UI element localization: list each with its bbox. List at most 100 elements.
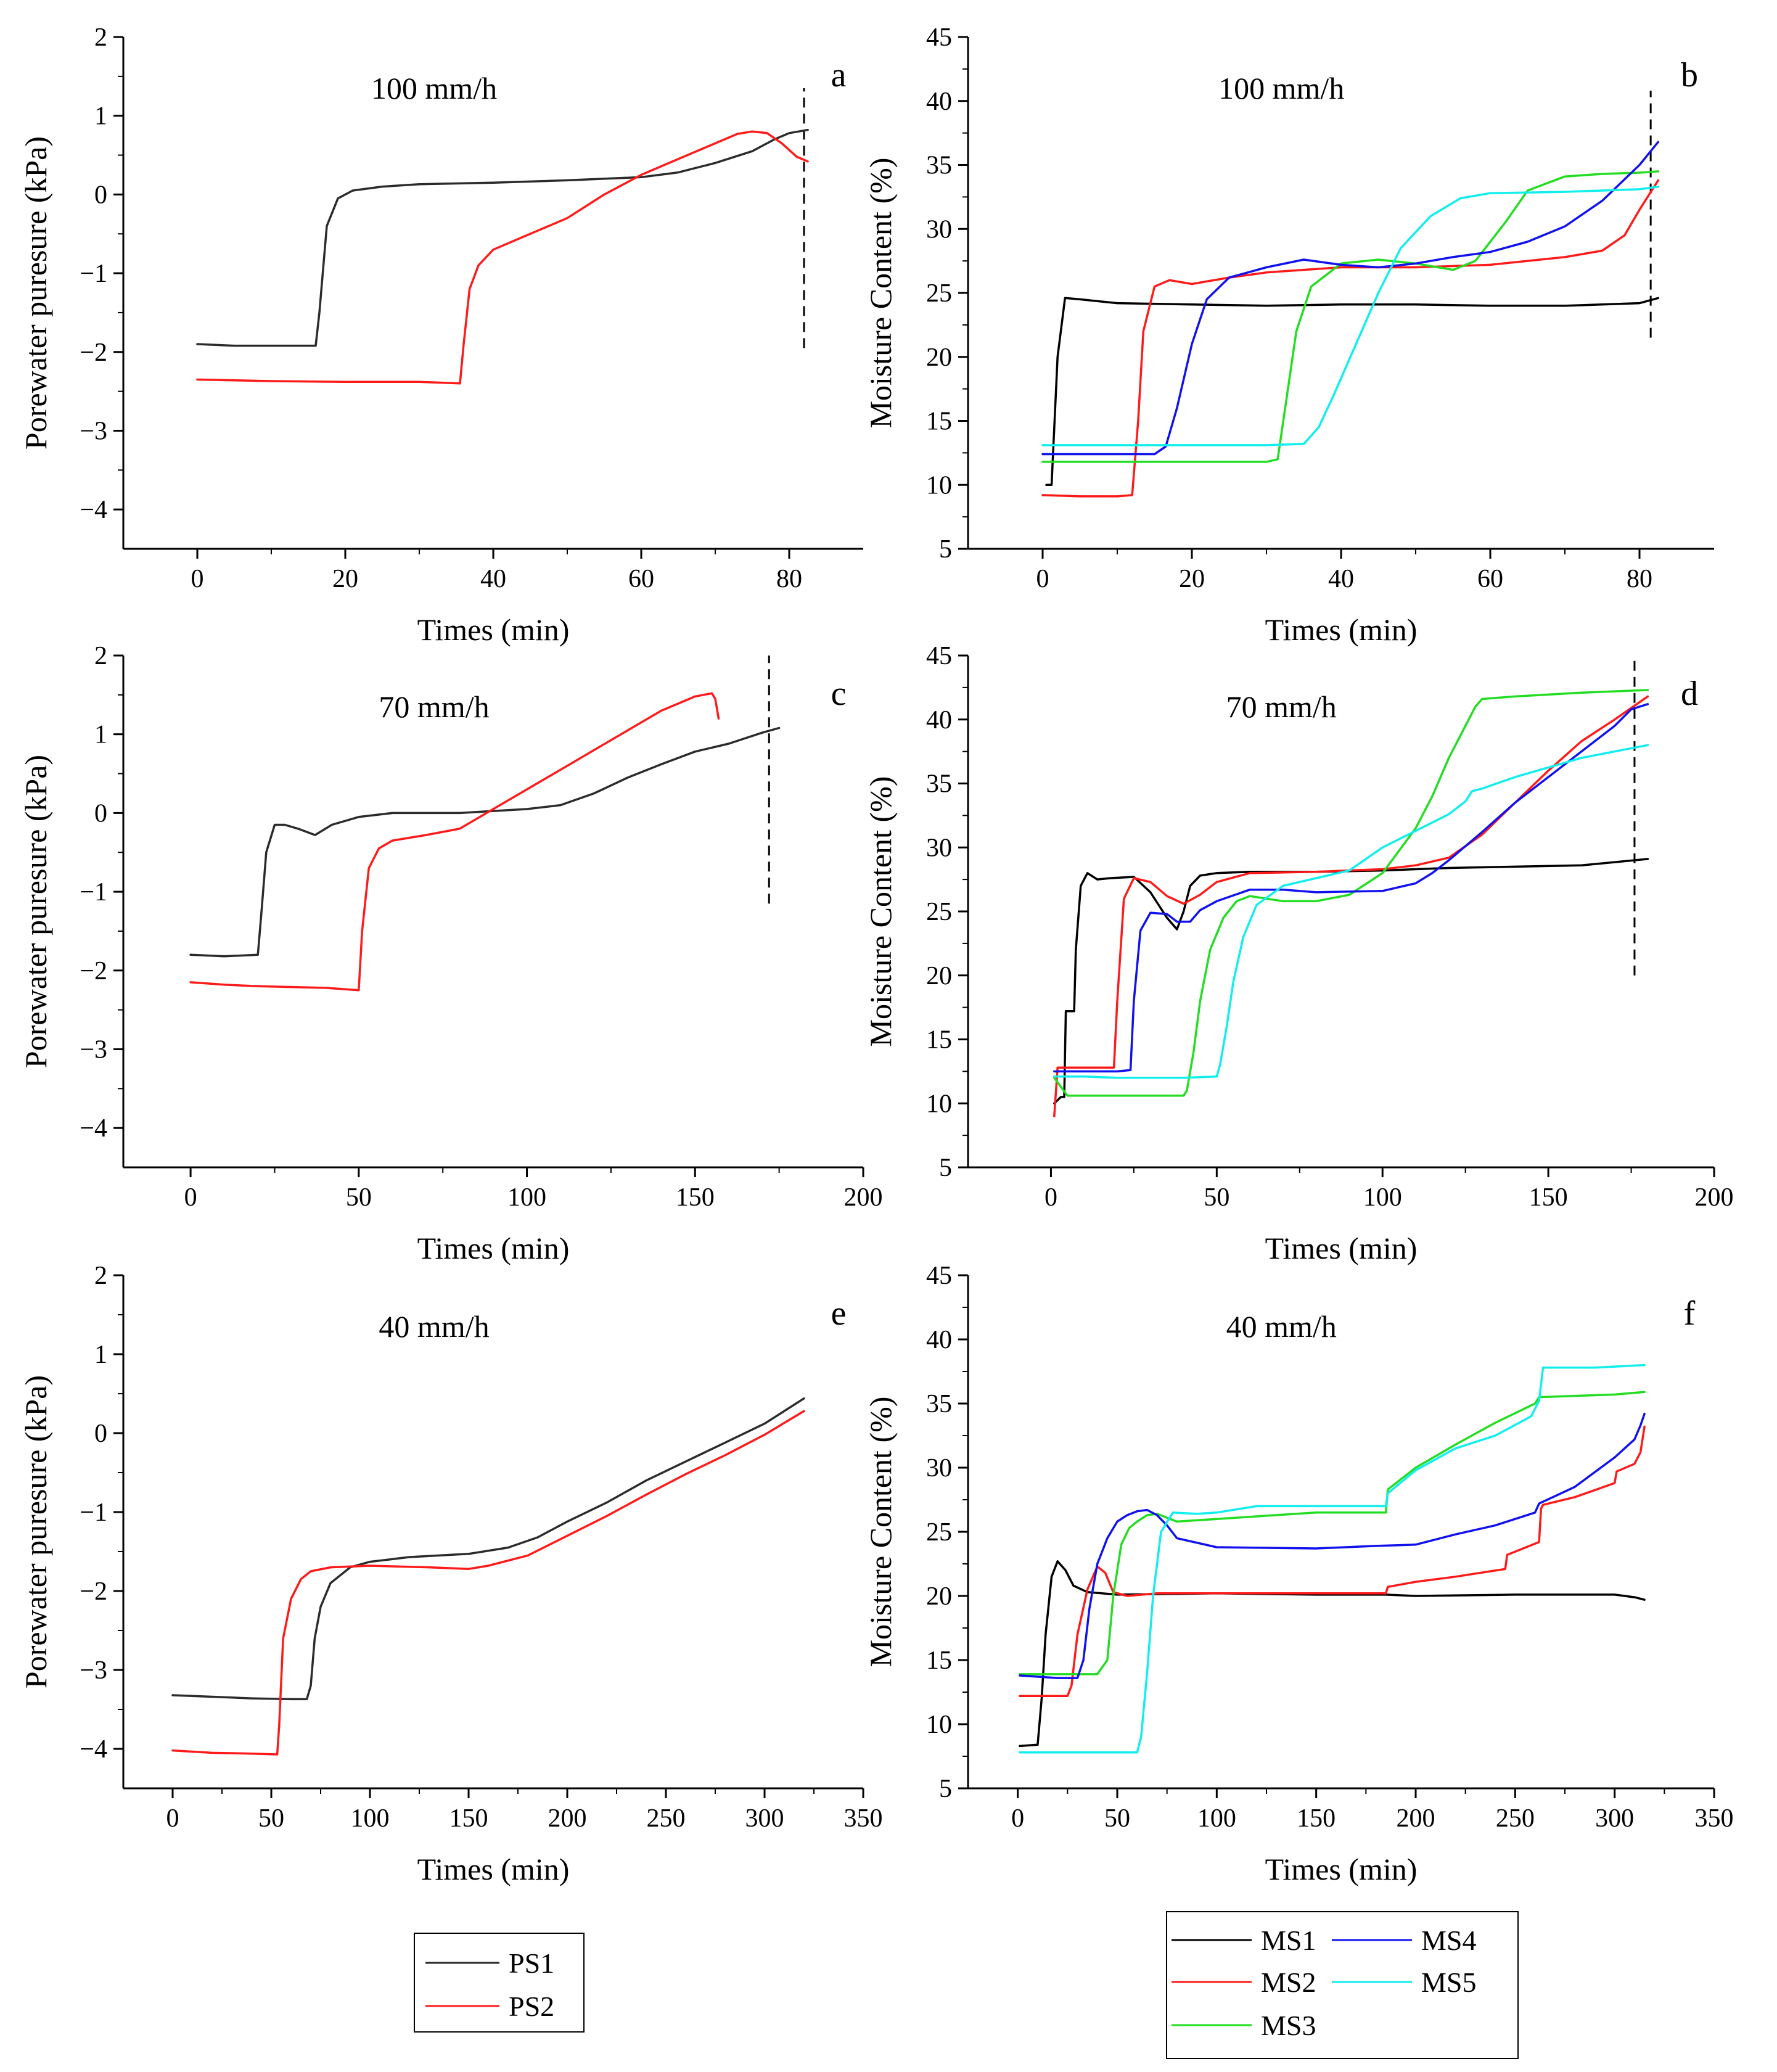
panel-letter: c (831, 675, 847, 713)
x-tick-label: 0 (184, 1183, 197, 1212)
x-tick-label: 0 (166, 1804, 179, 1833)
y-tick-label: 45 (926, 1262, 952, 1290)
x-tick-label: 100 (1363, 1183, 1402, 1212)
panel-letter: b (1681, 56, 1698, 94)
x-axis-label: Times (min) (1265, 612, 1418, 647)
x-tick-label: 150 (449, 1804, 488, 1833)
y-tick-label: 40 (926, 706, 952, 734)
y-tick-label: −1 (80, 878, 107, 906)
series-line-ps2 (189, 692, 720, 992)
y-axis-label: Porewater puresure (kPa) (18, 755, 53, 1068)
y-tick-label: 5 (939, 1154, 952, 1182)
x-axis-label: Times (min) (1265, 1852, 1418, 1886)
y-axis-label: Moisture Content (%) (863, 1397, 898, 1667)
x-tick-label: 50 (1104, 1804, 1130, 1833)
chart-panel-d: 0 50 100 150 200 5 10 15 20 25 30 35 40 45 Times (min)… (863, 642, 1734, 1265)
series-line-ms5 (1053, 744, 1649, 1079)
x-tick-label: 150 (1529, 1183, 1568, 1212)
x-tick-label: 50 (1204, 1183, 1229, 1212)
chart-title: 100 mm/h (1218, 71, 1344, 105)
x-tick-label: 200 (1397, 1804, 1435, 1833)
chart-panel-f: 0 50 100 150 200 250 300 350 5 10 15 20 25 30 35 40 45 Ti… (863, 1262, 1734, 1886)
x-tick-label: 100 (1197, 1804, 1236, 1833)
y-tick-label: 30 (926, 215, 952, 244)
chart-panel-b: 0 20 40 60 80 5 10 15 20 25 30 35 40 45 Times (min) Moi… (863, 23, 1714, 647)
x-tick-label: 0 (191, 565, 204, 593)
series-line-ms5 (1019, 1363, 1646, 1754)
x-axis-label: Times (min) (417, 1231, 570, 1265)
y-tick-label: 1 (94, 102, 107, 131)
series-line-ms1 (1045, 297, 1660, 487)
x-tick-label: 300 (745, 1804, 784, 1833)
x-tick-label: 300 (1595, 1804, 1634, 1833)
y-tick-label: 30 (926, 1454, 952, 1482)
x-tick-label: 0 (1011, 1804, 1024, 1833)
x-tick-label: 200 (1695, 1183, 1734, 1212)
y-tick-label: −3 (80, 1035, 107, 1064)
legend-ms: MS1 MS4 MS2 MS5 MS3 (1166, 1911, 1519, 2059)
y-tick-label: 45 (926, 642, 952, 670)
y-tick-label: 1 (94, 721, 107, 749)
chart-title: 40 mm/h (379, 1309, 489, 1344)
legend-label-ms1: MS1 (1261, 1925, 1316, 1956)
y-axis-label: Moisture Content (%) (863, 158, 898, 429)
y-axis-label: Moisture Content (%) (863, 776, 898, 1047)
legend-ps-frame (414, 1933, 585, 2033)
y-tick-label: 25 (926, 898, 952, 926)
x-tick-label: 250 (647, 1804, 686, 1833)
legend-label-ms2: MS2 (1261, 1967, 1316, 1998)
y-tick-label: 10 (926, 471, 952, 500)
y-tick-label: 20 (926, 1582, 952, 1611)
legend-ps: PS1 PS2 (414, 1933, 585, 2033)
y-tick-label: −4 (80, 1735, 107, 1764)
y-tick-label: 35 (926, 152, 952, 180)
legend-label-ps2: PS2 (509, 1991, 554, 2022)
x-tick-label: 100 (507, 1183, 546, 1212)
chart-title: 40 mm/h (1226, 1309, 1337, 1344)
panel-letter: e (831, 1294, 847, 1333)
y-tick-label: 40 (926, 1326, 952, 1354)
x-tick-label: 80 (1627, 565, 1652, 593)
x-tick-label: 0 (1036, 565, 1049, 593)
y-tick-label: 10 (926, 1090, 952, 1118)
series-line-ps1 (196, 128, 809, 347)
legend-label-ps1: PS1 (509, 1947, 554, 1979)
y-tick-label: −1 (80, 260, 107, 288)
x-tick-label: 200 (548, 1804, 587, 1833)
series-line-ms3 (1041, 170, 1660, 463)
chart-panel-c: 0 50 100 150 200 −4 −3 −2 −1 0 1 2 Times (min) Porewa… (18, 642, 883, 1265)
y-tick-label: 5 (939, 535, 952, 564)
y-tick-label: −2 (80, 339, 107, 367)
y-tick-label: 40 (926, 88, 952, 116)
chart-title: 100 mm/h (371, 71, 497, 105)
x-tick-label: 20 (1179, 565, 1205, 593)
series-line-ps1 (189, 726, 781, 958)
y-tick-label: 0 (94, 799, 107, 828)
x-tick-label: 350 (844, 1804, 883, 1833)
series-line-ms4 (1041, 141, 1660, 456)
x-tick-label: 350 (1695, 1804, 1734, 1833)
y-tick-label: 0 (94, 1420, 107, 1448)
series-line-ms4 (1053, 703, 1649, 1073)
series-line-ms1 (1019, 1560, 1646, 1748)
legend-ms-frame (1166, 1911, 1519, 2059)
y-tick-label: 30 (926, 834, 952, 862)
x-axis-label: Times (min) (417, 612, 570, 647)
x-tick-label: 40 (480, 565, 506, 593)
y-axis-label: Porewater puresure (kPa) (18, 1375, 53, 1688)
series-line-ms1 (1053, 858, 1649, 1105)
panel-letter: f (1684, 1294, 1696, 1333)
y-tick-label: 2 (94, 1262, 107, 1290)
y-tick-label: −2 (80, 957, 107, 985)
y-tick-label: 20 (926, 343, 952, 372)
y-tick-label: 35 (926, 1390, 952, 1418)
y-tick-label: 20 (926, 962, 952, 990)
legend-label-ms3: MS3 (1261, 2010, 1316, 2041)
y-tick-label: −3 (80, 1656, 107, 1685)
x-tick-label: 50 (346, 1183, 372, 1212)
x-tick-label: 20 (332, 565, 358, 593)
chart-panel-a: 0 20 40 60 80 −4 −3 −2 −1 0 1 2 Times (min) Porewater… (18, 23, 863, 647)
x-tick-label: 0 (1044, 1183, 1057, 1212)
x-tick-label: 100 (351, 1804, 390, 1833)
